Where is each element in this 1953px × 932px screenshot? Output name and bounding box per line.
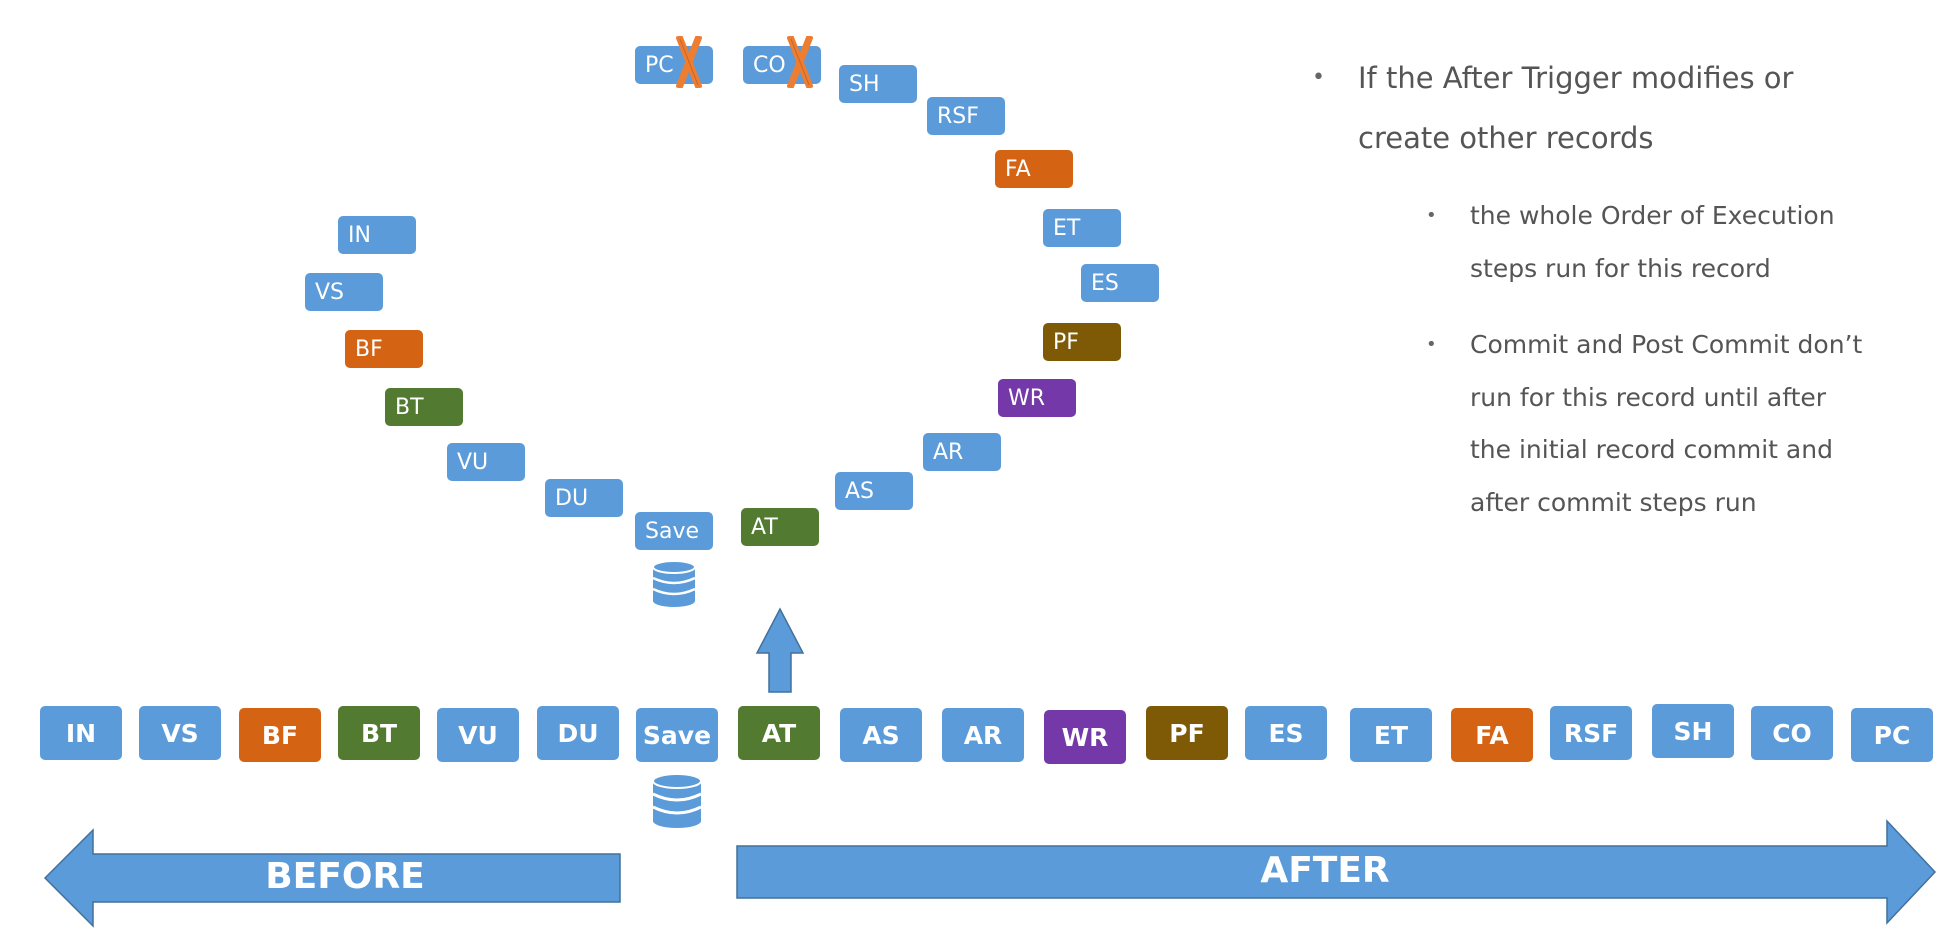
timeline-step-bf: BF [239, 708, 321, 762]
loop-step-bt: BT [385, 388, 463, 426]
bullet-sub-2: Commit and Post Commit don’t run for thi… [1426, 319, 1870, 529]
timeline-step-pc: PC [1851, 708, 1933, 762]
before-arrow [43, 828, 621, 928]
timeline-step-label: AR [963, 720, 1003, 750]
database-icon [652, 773, 702, 828]
timeline-step-et: ET [1350, 708, 1432, 762]
timeline-step-at: AT [738, 706, 820, 760]
loop-step-label: AR [933, 439, 964, 465]
loop-step-label: SH [849, 71, 880, 97]
timeline-step-vu: VU [437, 708, 519, 762]
timeline-step-save: Save [636, 708, 718, 762]
bullet-main: If the After Trigger modifies or create … [1310, 48, 1870, 168]
loop-step-label: BF [355, 336, 383, 362]
timeline-step-label: SH [1673, 716, 1713, 746]
loop-step-label: AS [845, 478, 875, 504]
loop-step-label: ET [1053, 215, 1081, 241]
timeline-step-es: ES [1245, 706, 1327, 760]
loop-step-label: PF [1053, 329, 1079, 355]
timeline-step-label: AS [862, 720, 900, 750]
loop-step-label: FA [1005, 156, 1031, 182]
loop-step-fa: FA [995, 150, 1073, 188]
timeline-step-bt: BT [338, 706, 420, 760]
database-icon [652, 560, 696, 607]
loop-step-pf: PF [1043, 323, 1121, 361]
loop-step-label: VU [457, 449, 489, 475]
loop-step-label: IN [348, 222, 371, 248]
cross-icon [676, 36, 702, 88]
timeline-step-du: DU [537, 706, 619, 760]
loop-step-ar: AR [923, 433, 1001, 471]
loop-step-at: AT [741, 508, 819, 546]
timeline-step-label: PC [1873, 720, 1911, 750]
timeline-step-label: DU [557, 718, 599, 748]
loop-step-label: CO [753, 52, 786, 78]
timeline-step-label: RSF [1563, 718, 1619, 748]
loop-step-label: DU [555, 485, 589, 511]
loop-step-label: BT [395, 394, 424, 420]
timeline-step-as: AS [840, 708, 922, 762]
after-label: AFTER [1260, 850, 1390, 891]
timeline-step-label: BT [360, 718, 398, 748]
loop-step-vs: VS [305, 273, 383, 311]
loop-step-label: AT [751, 514, 778, 540]
timeline-step-co: CO [1751, 706, 1833, 760]
loop-step-wr: WR [998, 379, 1076, 417]
timeline-step-wr: WR [1044, 710, 1126, 764]
loop-step-vu: VU [447, 443, 525, 481]
after-arrow [736, 819, 1937, 925]
timeline-step-label: VS [161, 718, 199, 748]
timeline-step-ar: AR [942, 708, 1024, 762]
loop-step-et: ET [1043, 209, 1121, 247]
loop-step-du: DU [545, 479, 623, 517]
loop-step-label: RSF [937, 103, 979, 129]
before-label: BEFORE [265, 856, 425, 897]
loop-step-label: ES [1091, 270, 1119, 296]
timeline-step-label: FA [1475, 720, 1509, 750]
timeline-step-label: ET [1373, 720, 1409, 750]
timeline-step-label: CO [1772, 718, 1812, 748]
timeline-step-vs: VS [139, 706, 221, 760]
bullet-sub-1: the whole Order of Execution steps run f… [1426, 190, 1870, 295]
loop-step-rsf: RSF [927, 97, 1005, 135]
timeline-step-label: BF [261, 720, 299, 750]
explanation-bullets: If the After Trigger modifies or create … [1310, 48, 1870, 529]
timeline-step-label: ES [1268, 718, 1304, 748]
loop-step-label: VS [315, 279, 345, 305]
loop-step-bf: BF [345, 330, 423, 368]
timeline-step-rsf: RSF [1550, 706, 1632, 760]
timeline-step-label: VU [458, 720, 498, 750]
timeline-step-in: IN [40, 706, 122, 760]
timeline-step-fa: FA [1451, 708, 1533, 762]
timeline-step-label: AT [761, 718, 797, 748]
loop-step-label: WR [1008, 385, 1046, 411]
loop-step-save: Save [635, 512, 713, 550]
loop-step-sh: SH [839, 65, 917, 103]
up-arrow [755, 607, 805, 693]
loop-step-label: PC [645, 52, 674, 78]
loop-step-pc: PC [635, 46, 713, 84]
loop-step-in: IN [338, 216, 416, 254]
timeline-step-sh: SH [1652, 704, 1734, 758]
loop-step-label: Save [645, 518, 700, 544]
timeline-step-pf: PF [1146, 706, 1228, 760]
loop-step-es: ES [1081, 264, 1159, 302]
timeline-step-label: Save [642, 720, 712, 750]
timeline-step-label: WR [1061, 722, 1109, 752]
timeline-step-label: PF [1169, 718, 1205, 748]
loop-step-as: AS [835, 472, 913, 510]
cross-icon [787, 36, 813, 88]
timeline-step-label: IN [65, 718, 97, 748]
